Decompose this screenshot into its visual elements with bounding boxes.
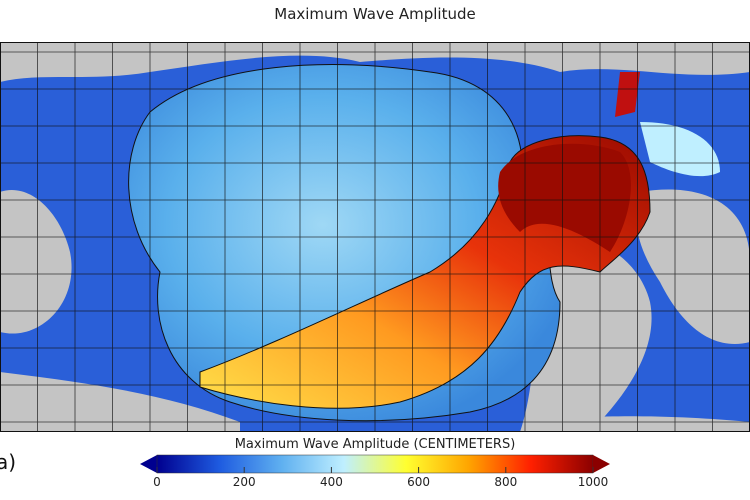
- wave-amplitude-map: [0, 42, 750, 432]
- colorbar-min-arrow: [140, 455, 157, 473]
- colorbar-tick-label: 1000: [577, 475, 609, 489]
- colorbar-tick-label: 200: [232, 475, 256, 489]
- high-amplitude-core: [498, 143, 631, 252]
- colorbar-tick-label: 400: [319, 475, 343, 489]
- upper-arm: [615, 72, 640, 117]
- colorbar-gradient: [156, 454, 594, 474]
- lat-lon-grid: [0, 42, 750, 432]
- colorbar-title: Maximum Wave Amplitude (CENTIMETERS): [234, 437, 516, 452]
- map-title: Maximum Wave Amplitude: [274, 5, 476, 23]
- colorbar: [140, 454, 610, 474]
- panel-label: a): [0, 450, 17, 474]
- colorbar-tick-label: 0: [153, 475, 161, 489]
- colorbar-tick-label: 600: [407, 475, 431, 489]
- colorbar-max-arrow: [593, 455, 610, 473]
- colorbar-tick-label: 800: [494, 475, 518, 489]
